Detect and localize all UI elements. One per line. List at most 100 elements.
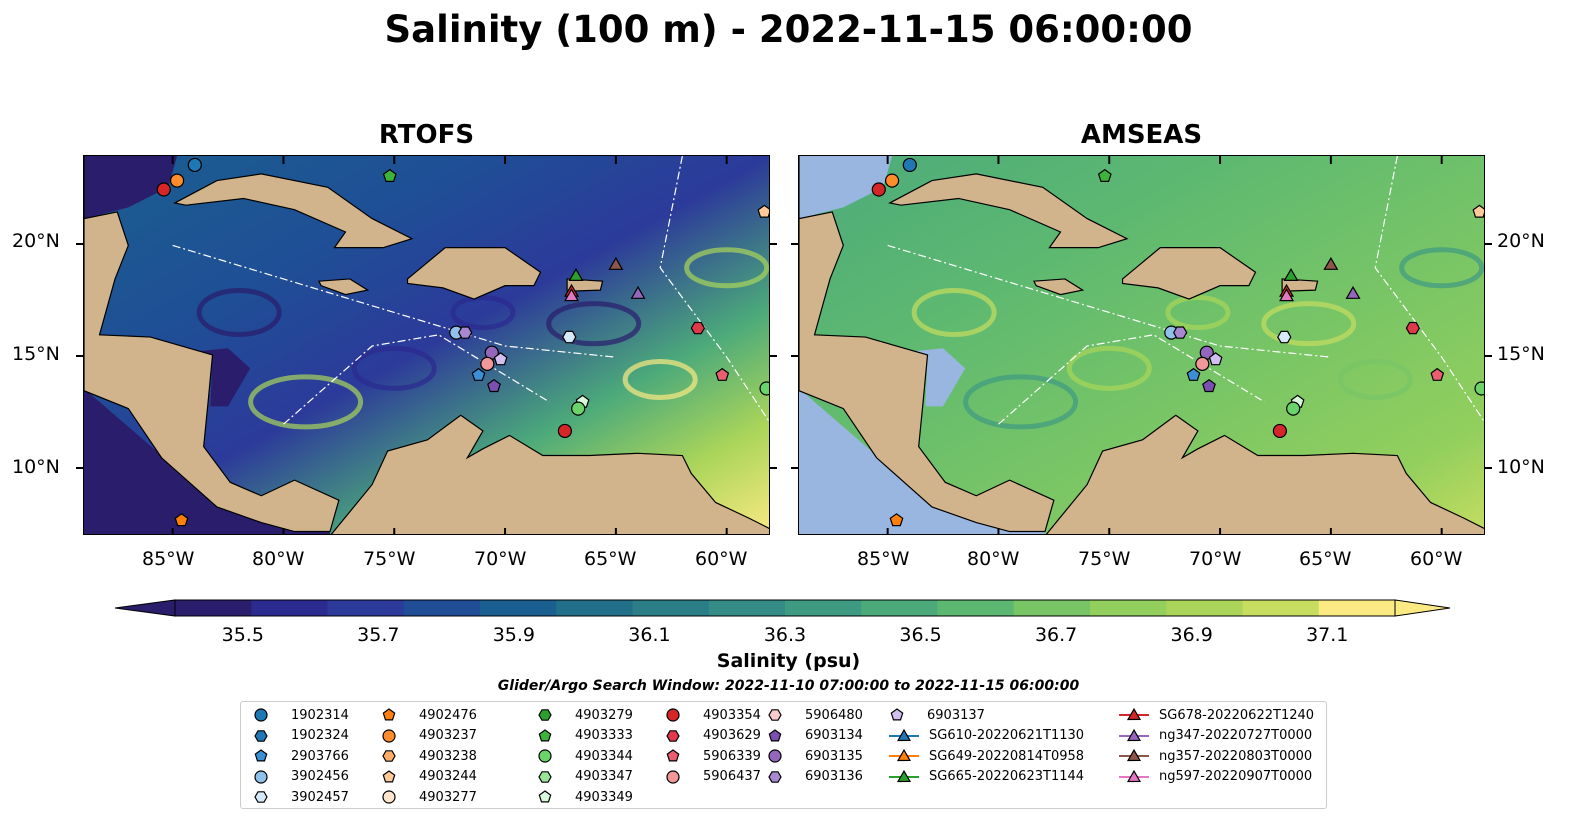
- observation-marker: [1279, 288, 1295, 302]
- observation-marker: [557, 423, 572, 439]
- observation-marker: [1283, 268, 1299, 282]
- legend-label: 6903135: [805, 748, 863, 764]
- observation-marker: [759, 381, 769, 396]
- observation-marker: [1474, 381, 1484, 396]
- legend-marker: [896, 728, 912, 741]
- legend-label: 4903279: [575, 707, 633, 723]
- map-panel-amseas[interactable]: [798, 155, 1485, 535]
- land: [330, 414, 769, 534]
- legend-marker: [254, 769, 268, 784]
- observation-marker: [458, 326, 473, 339]
- legend-item: ng597-20220907T0000: [1119, 768, 1312, 786]
- legend-item: 5906437: [665, 768, 761, 786]
- lat-tick-mark: [770, 243, 777, 246]
- legend-marker-icon: [254, 708, 268, 722]
- observation-marker: [1323, 256, 1339, 270]
- legend-label: SG610-20220621T1130: [929, 728, 1085, 743]
- lat-tick-mark: [791, 243, 798, 246]
- colorbar-segment: [632, 600, 710, 616]
- lon-tick: 70°W: [474, 548, 527, 570]
- legend-marker-icon: [1119, 728, 1149, 741]
- legend-item: 4903333: [537, 727, 633, 745]
- observation-marker: [871, 182, 886, 197]
- eddy-feature: [450, 294, 516, 330]
- eddy-feature: [1337, 359, 1413, 401]
- lon-tick: 85°W: [142, 548, 195, 570]
- legend-item: 4903237: [381, 727, 477, 745]
- legend-marker-icon: [538, 728, 552, 741]
- eez-boundary: [998, 334, 1265, 425]
- legend-marker: [538, 770, 552, 783]
- land: [566, 278, 604, 292]
- legend-marker-icon: [889, 748, 919, 762]
- legend-label: SG678-20220622T1240: [1159, 707, 1315, 723]
- legend-marker: [254, 708, 268, 722]
- eez-boundary: [887, 244, 1331, 358]
- eddy-feature: [351, 345, 437, 391]
- legend-marker-icon: [666, 769, 680, 784]
- legend-item: 4903344: [537, 747, 633, 765]
- observation-marker: [562, 330, 577, 344]
- observation-marker: [480, 356, 495, 371]
- eddy-feature: [1261, 301, 1357, 347]
- legend-label: 6903137: [927, 707, 985, 723]
- legend-marker-icon: [666, 708, 680, 722]
- legend-marker-icon: [768, 728, 782, 741]
- land: [1032, 278, 1085, 296]
- legend-marker: [768, 749, 782, 763]
- legend-marker-icon: [538, 709, 552, 721]
- eez-boundary: [172, 244, 616, 358]
- legend-label: 4903349: [575, 789, 633, 805]
- legend-label: 4903344: [575, 748, 633, 764]
- eddy-feature: [546, 301, 642, 347]
- panel-title-rtofs: RTOFS: [378, 120, 475, 150]
- legend-marker-icon: [768, 770, 782, 783]
- lat-tick-mark: [1485, 243, 1492, 246]
- observation-marker: [1202, 378, 1216, 393]
- legend-item: 4903244: [381, 768, 477, 786]
- legend-marker: [538, 749, 552, 763]
- legend-item: 4903279: [537, 706, 633, 724]
- legend-marker-icon: [768, 749, 782, 763]
- observation-marker: [169, 173, 185, 188]
- observation-marker: [757, 204, 769, 218]
- land: [173, 173, 414, 249]
- colorbar: [115, 599, 1451, 617]
- legend-item: 4903349: [537, 788, 633, 806]
- legend-item: 6903134: [767, 727, 863, 745]
- legend-item: 6903137: [889, 706, 985, 724]
- legend-label: 4903347: [575, 769, 633, 784]
- legend-label: ng357-20220803T0000: [1159, 748, 1313, 764]
- lon-tick: 80°W: [967, 548, 1020, 570]
- legend-marker-icon: [254, 729, 268, 742]
- legend-marker-icon: [889, 728, 919, 741]
- eddy-feature: [622, 359, 698, 401]
- colorbar-tick-label: 36.1: [628, 624, 671, 646]
- legend-label: 5906437: [703, 769, 761, 784]
- colorbar-tick-label: 36.9: [1170, 624, 1213, 646]
- lon-tick: 75°W: [1078, 548, 1131, 570]
- colorbar-segment: [403, 600, 481, 616]
- legend-marker: [382, 750, 396, 762]
- map-panel-rtofs[interactable]: [83, 155, 770, 535]
- legend-marker-icon: [538, 749, 552, 763]
- observation-marker: [884, 173, 900, 188]
- shallow-water: [799, 156, 893, 219]
- legend-marker-icon: [382, 769, 396, 782]
- observation-marker: [156, 182, 171, 197]
- legend-marker-icon: [1119, 707, 1149, 721]
- legend-label: SG649-20220814T0958: [929, 748, 1085, 764]
- legend-marker: [254, 791, 268, 803]
- lon-tick: 65°W: [584, 548, 637, 570]
- colorbar-label: Salinity (psu): [716, 650, 861, 672]
- land: [317, 278, 370, 296]
- observation-marker: [174, 513, 189, 527]
- legend-item: SG610-20220621T1130: [889, 727, 1084, 745]
- lat-tick-right: 20°N: [1497, 230, 1545, 252]
- shallow-water: [799, 388, 1045, 534]
- eddy-feature: [248, 374, 364, 430]
- lat-tick-mark: [791, 355, 798, 358]
- observation-marker: [568, 268, 584, 282]
- colorbar-tick-label: 35.7: [357, 624, 400, 646]
- land: [1281, 278, 1319, 292]
